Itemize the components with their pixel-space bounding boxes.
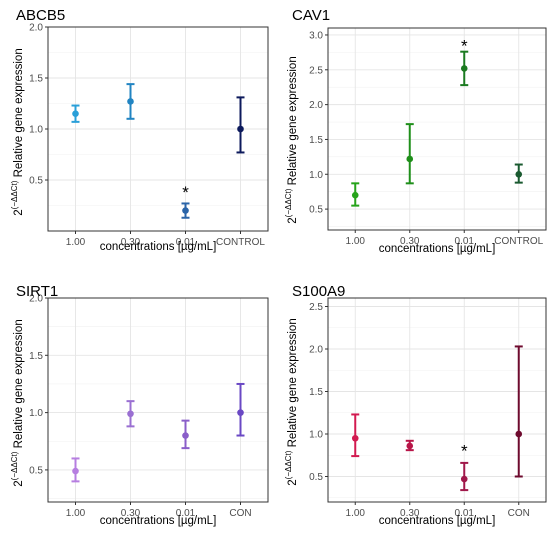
y-axis-title: 2(−ΔΔCt) Relative gene expression: [10, 319, 25, 486]
y-axis-title-superscript: (−ΔΔCt): [10, 180, 19, 209]
y-tick-label: 0.5: [309, 205, 323, 216]
chart-title: CAV1: [292, 7, 330, 24]
y-axis-title-base: 2: [287, 217, 299, 223]
y-axis-title-superscript: (−ΔΔCt): [284, 450, 293, 479]
chart-title: ABCB5: [16, 7, 65, 24]
x-tick-label: CON: [508, 508, 530, 519]
y-axis-title-base: 2: [287, 479, 299, 485]
x-tick-label: 1.00: [346, 508, 366, 519]
x-tick-label: 0.01: [176, 508, 196, 519]
y-tick-label: 2.5: [309, 302, 323, 313]
chart-panel-0: 0.5 1.0 1.5 2.0 1.00 0.30 0.01 CONTROL * ABCB5 con…: [10, 7, 269, 253]
x-axis-title: concentrations [µg/mL]: [100, 515, 217, 527]
y-tick-label: 0.5: [309, 472, 323, 483]
y-tick-label: 1.0: [29, 408, 43, 419]
y-axis-title-text: Relative gene expression: [287, 56, 299, 185]
chart-title: SIRT1: [16, 283, 58, 300]
y-axis-title-base: 2: [13, 480, 25, 486]
plot-border: [327, 27, 547, 231]
chart-panel-1: 0.5 1.0 1.5 2.0 2.5 3.0 1.00 0.30 0.01 CONTROL * CA…: [284, 7, 547, 255]
data-point: [406, 155, 414, 163]
x-tick-label: 0.01: [455, 236, 475, 247]
y-tick-label: 2.0: [309, 100, 323, 111]
data-point: [351, 191, 359, 199]
y-tick-label: 1.0: [309, 170, 323, 181]
plot-border: [47, 297, 269, 503]
data-point: [72, 467, 79, 475]
y-tick-label: 1.5: [29, 351, 43, 362]
chart-title: S100A9: [292, 283, 345, 300]
y-tick-label: 2.0: [309, 345, 323, 356]
y-axis-title: 2(−ΔΔCt) Relative gene expression: [10, 48, 25, 215]
y-tick-label: 3.0: [309, 30, 323, 41]
y-axis-title: 2(−ΔΔCt) Relative gene expression: [284, 318, 299, 485]
data-point: [406, 442, 414, 450]
data-point: [182, 432, 189, 439]
x-tick-label: 1.00: [66, 508, 86, 519]
y-tick-label: 2.0: [29, 294, 43, 305]
x-axis-title: concentrations [µg/mL]: [100, 241, 217, 253]
x-tick-label: 0.30: [400, 236, 420, 247]
x-tick-label: CON: [229, 508, 251, 519]
significance-star: *: [461, 36, 468, 55]
plot-border: [327, 297, 547, 503]
x-tick-label: 0.30: [121, 237, 141, 248]
data-point: [72, 110, 79, 117]
x-tick-label: 0.01: [455, 508, 475, 519]
chart-panel-2: 0.5 1.0 1.5 2.0 1.00 0.30 0.01 CON SIRT1 concentr…: [10, 283, 269, 527]
y-tick-label: 0.5: [29, 176, 43, 187]
x-axis-title: concentrations [µg/mL]: [379, 243, 496, 255]
y-tick-label: 1.5: [29, 74, 43, 85]
y-tick-label: 1.5: [309, 135, 323, 146]
x-tick-label: 1.00: [66, 237, 86, 248]
plot-border: [47, 26, 269, 232]
x-axis-title: concentrations [µg/mL]: [379, 515, 496, 527]
x-tick-label: 1.00: [346, 236, 366, 247]
data-point: [237, 409, 244, 416]
y-axis-title-superscript: (−ΔΔCt): [284, 188, 293, 217]
data-point: [351, 434, 359, 442]
x-tick-label: CONTROL: [216, 237, 265, 248]
data-point: [460, 475, 468, 483]
data-point: [127, 98, 134, 105]
y-tick-label: 1.0: [309, 430, 323, 441]
y-tick-label: 0.5: [29, 465, 43, 476]
data-point: [515, 170, 523, 178]
significance-star: *: [461, 441, 468, 460]
chart-panel-3: 0.5 1.0 1.5 2.0 2.5 1.00 0.30 0.01 CON * S100A9 con…: [284, 283, 547, 527]
data-point: [460, 65, 468, 72]
data-point: [182, 207, 189, 214]
y-axis-title-base: 2: [13, 209, 25, 215]
data-point: [515, 430, 523, 438]
y-tick-label: 1.0: [29, 125, 43, 136]
y-axis-title: 2(−ΔΔCt) Relative gene expression: [284, 56, 299, 223]
y-axis-title-superscript: (−ΔΔCt): [10, 451, 19, 480]
x-tick-label: 0.30: [400, 508, 420, 519]
data-point: [237, 125, 244, 133]
y-axis-title-text: Relative gene expression: [13, 48, 25, 177]
significance-star: *: [182, 183, 189, 202]
x-tick-label: 0.01: [176, 237, 196, 248]
y-tick-label: 1.5: [309, 387, 323, 398]
y-axis-title-text: Relative gene expression: [287, 318, 299, 447]
y-tick-label: 2.0: [29, 23, 43, 34]
y-axis-title-text: Relative gene expression: [13, 319, 25, 448]
y-tick-label: 2.5: [309, 65, 323, 76]
data-point: [127, 410, 134, 418]
x-tick-label: CONTROL: [494, 236, 543, 247]
x-tick-label: 0.30: [121, 508, 141, 519]
